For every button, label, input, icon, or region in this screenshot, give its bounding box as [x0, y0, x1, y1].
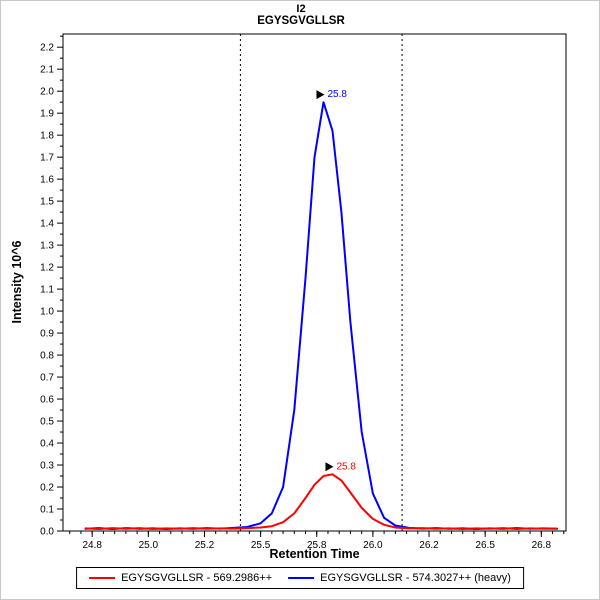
legend-label-light: EGYSGVGLLSR - 569.2986++: [121, 572, 273, 584]
legend-line-red-icon: [89, 577, 116, 579]
peak-annotation-label[interactable]: 25.8: [336, 461, 356, 472]
y-tick-label: 1.4: [40, 219, 54, 230]
x-tick-label: 26.0: [363, 540, 383, 551]
y-tick-label: 1.6: [40, 175, 54, 186]
y-tick-label: 0.3: [40, 461, 54, 472]
legend-line-blue-icon: [288, 577, 315, 579]
y-tick-label: 0.2: [40, 483, 54, 494]
x-tick-label: 25.2: [195, 540, 215, 551]
y-tick-label: 1.1: [40, 285, 54, 296]
legend-label-heavy: EGYSGVGLLSR - 574.3027++ (heavy): [320, 572, 511, 584]
y-tick-label: 2.2: [40, 43, 54, 54]
y-tick-label: 0.8: [40, 351, 54, 362]
peptide-sequence-title: EGYSGVGLLSR: [257, 15, 345, 27]
x-tick-label: 26.5: [475, 540, 495, 551]
y-tick-label: 0.9: [40, 329, 54, 340]
x-axis-label: Retention Time: [269, 547, 360, 561]
peak-annotation-label[interactable]: 25.8: [327, 89, 347, 100]
x-tick-label: 25.5: [251, 540, 271, 551]
y-tick-label: 1.3: [40, 241, 54, 252]
legend-entry-light: EGYSGVGLLSR - 569.2986++: [89, 572, 272, 584]
y-tick-label: 1.7: [40, 153, 54, 164]
y-tick-label: 1.9: [40, 109, 54, 120]
y-tick-label: 1.2: [40, 263, 54, 274]
y-tick-label: 2.0: [40, 87, 54, 98]
peak-pointer-icon: [325, 462, 334, 472]
y-tick-label: 0.7: [40, 373, 54, 384]
y-axis-label: Intensity 10^6: [10, 240, 24, 324]
title-block: I2 EGYSGVGLLSR: [1, 3, 599, 28]
y-tick-label: 0.4: [40, 439, 54, 450]
y-tick-label: 1.0: [40, 307, 54, 318]
y-tick-label: 1.8: [40, 131, 54, 142]
y-tick-label: 0.0: [40, 527, 54, 538]
y-tick-label: 0.1: [40, 505, 54, 516]
x-tick-label: 24.8: [82, 540, 102, 551]
x-tick-label: 25.0: [139, 540, 159, 551]
legend-entry-heavy: EGYSGVGLLSR - 574.3027++ (heavy): [288, 572, 511, 584]
peak-pointer-icon: [316, 90, 325, 100]
y-tick-label: 1.5: [40, 197, 54, 208]
plot-border: [62, 33, 567, 532]
y-tick-label: 0.6: [40, 395, 54, 406]
series-line: [84, 473, 558, 530]
x-tick-label: 26.2: [419, 540, 439, 551]
y-tick-label: 2.1: [40, 65, 54, 76]
y-tick-label: 0.5: [40, 417, 54, 428]
x-tick-label: 26.8: [532, 540, 552, 551]
x-tick-label: 25.8: [307, 540, 327, 551]
legend: EGYSGVGLLSR - 569.2986++ EGYSGVGLLSR - 5…: [76, 567, 524, 589]
chart-title: I2: [296, 3, 306, 15]
